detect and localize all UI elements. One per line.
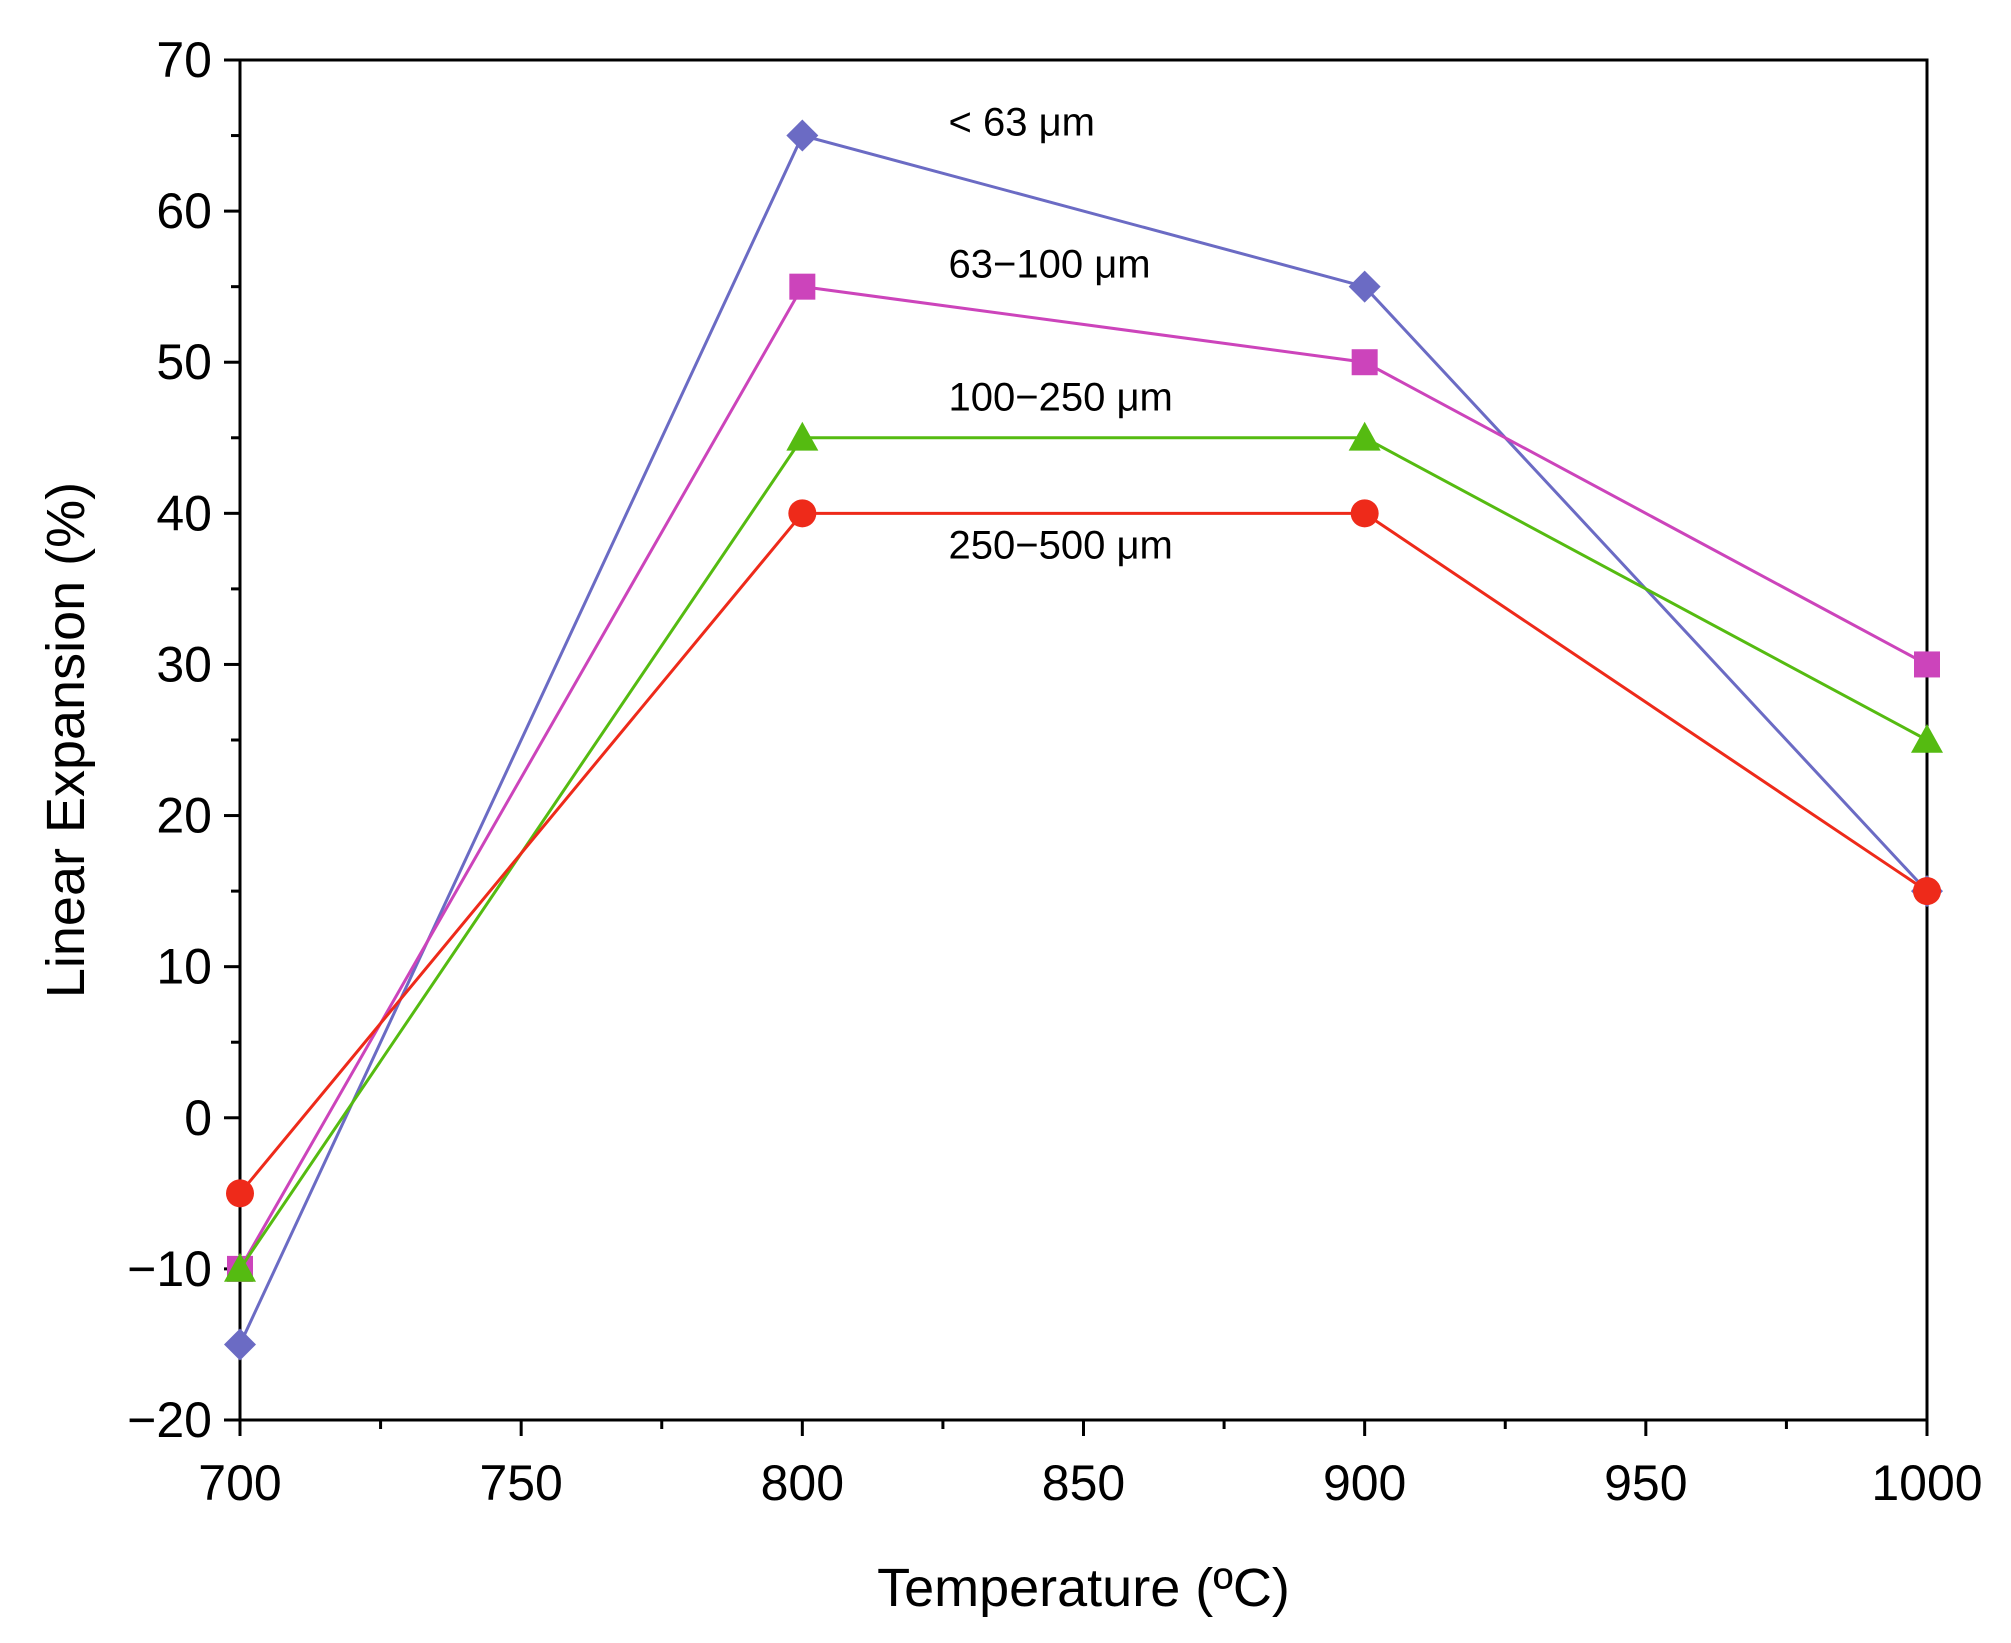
y-tick-label: 40 [156, 485, 212, 541]
y-tick-label: 30 [156, 636, 212, 692]
x-tick-label: 800 [761, 1455, 844, 1511]
x-tick-label: 750 [479, 1455, 562, 1511]
data-point-diamond [1348, 270, 1381, 303]
x-tick-label: 700 [198, 1455, 281, 1511]
series-line-square [238, 285, 1928, 1270]
y-tick-label: 60 [156, 183, 212, 239]
data-point-triangle [224, 1252, 256, 1282]
series-label-square: 63−100 μm [949, 243, 1151, 287]
series-group [224, 119, 1943, 1361]
data-point-circle [226, 1179, 254, 1208]
data-point-diamond [224, 1328, 256, 1361]
y-tick-label: −10 [127, 1241, 212, 1297]
data-point-circle [788, 499, 817, 528]
y-tick-label: −20 [127, 1392, 212, 1448]
data-point-square [1914, 651, 1940, 678]
y-tick-label: 70 [156, 32, 212, 88]
x-axis-title: Temperature (ºC) [877, 1558, 1290, 1618]
data-point-square [1351, 349, 1378, 376]
data-point-circle [1350, 499, 1379, 528]
series-square [227, 273, 1940, 1282]
y-tick-label: 20 [156, 788, 212, 844]
x-tick-label: 1000 [1871, 1455, 1982, 1511]
y-axis-title: Linear Expansion (%) [36, 482, 96, 998]
data-point-triangle [1348, 421, 1381, 451]
x-tick-label: 900 [1323, 1455, 1406, 1511]
series-circle [226, 499, 1941, 1208]
data-point-circle [1913, 877, 1941, 906]
data-point-square [789, 273, 816, 300]
y-tick-label: 50 [156, 334, 212, 390]
series-line-circle [238, 511, 1928, 1195]
y-tick-label: 10 [156, 939, 212, 995]
series-diamond [224, 119, 1943, 1361]
series-label-triangle: 100−250 μm [949, 376, 1173, 420]
series-label-diamond: < 63 μm [949, 101, 1095, 145]
x-tick-label: 950 [1604, 1455, 1687, 1511]
y-tick-label: 0 [184, 1090, 212, 1146]
series-labels: < 63 μm 63−100 μm 100−250 μm 250−500 μm [949, 101, 1173, 568]
series-line-diamond [238, 133, 1929, 1346]
data-point-triangle [1911, 724, 1943, 753]
data-point-diamond [786, 119, 819, 152]
x-tick-label: 850 [1042, 1455, 1125, 1511]
series-label-circle: 250−500 μm [949, 524, 1173, 568]
ticks: 700 750 800 850 900 950 1000 −20 −10 0 10 20 30 40 50 6… [127, 32, 1982, 1511]
data-point-triangle [786, 421, 819, 451]
